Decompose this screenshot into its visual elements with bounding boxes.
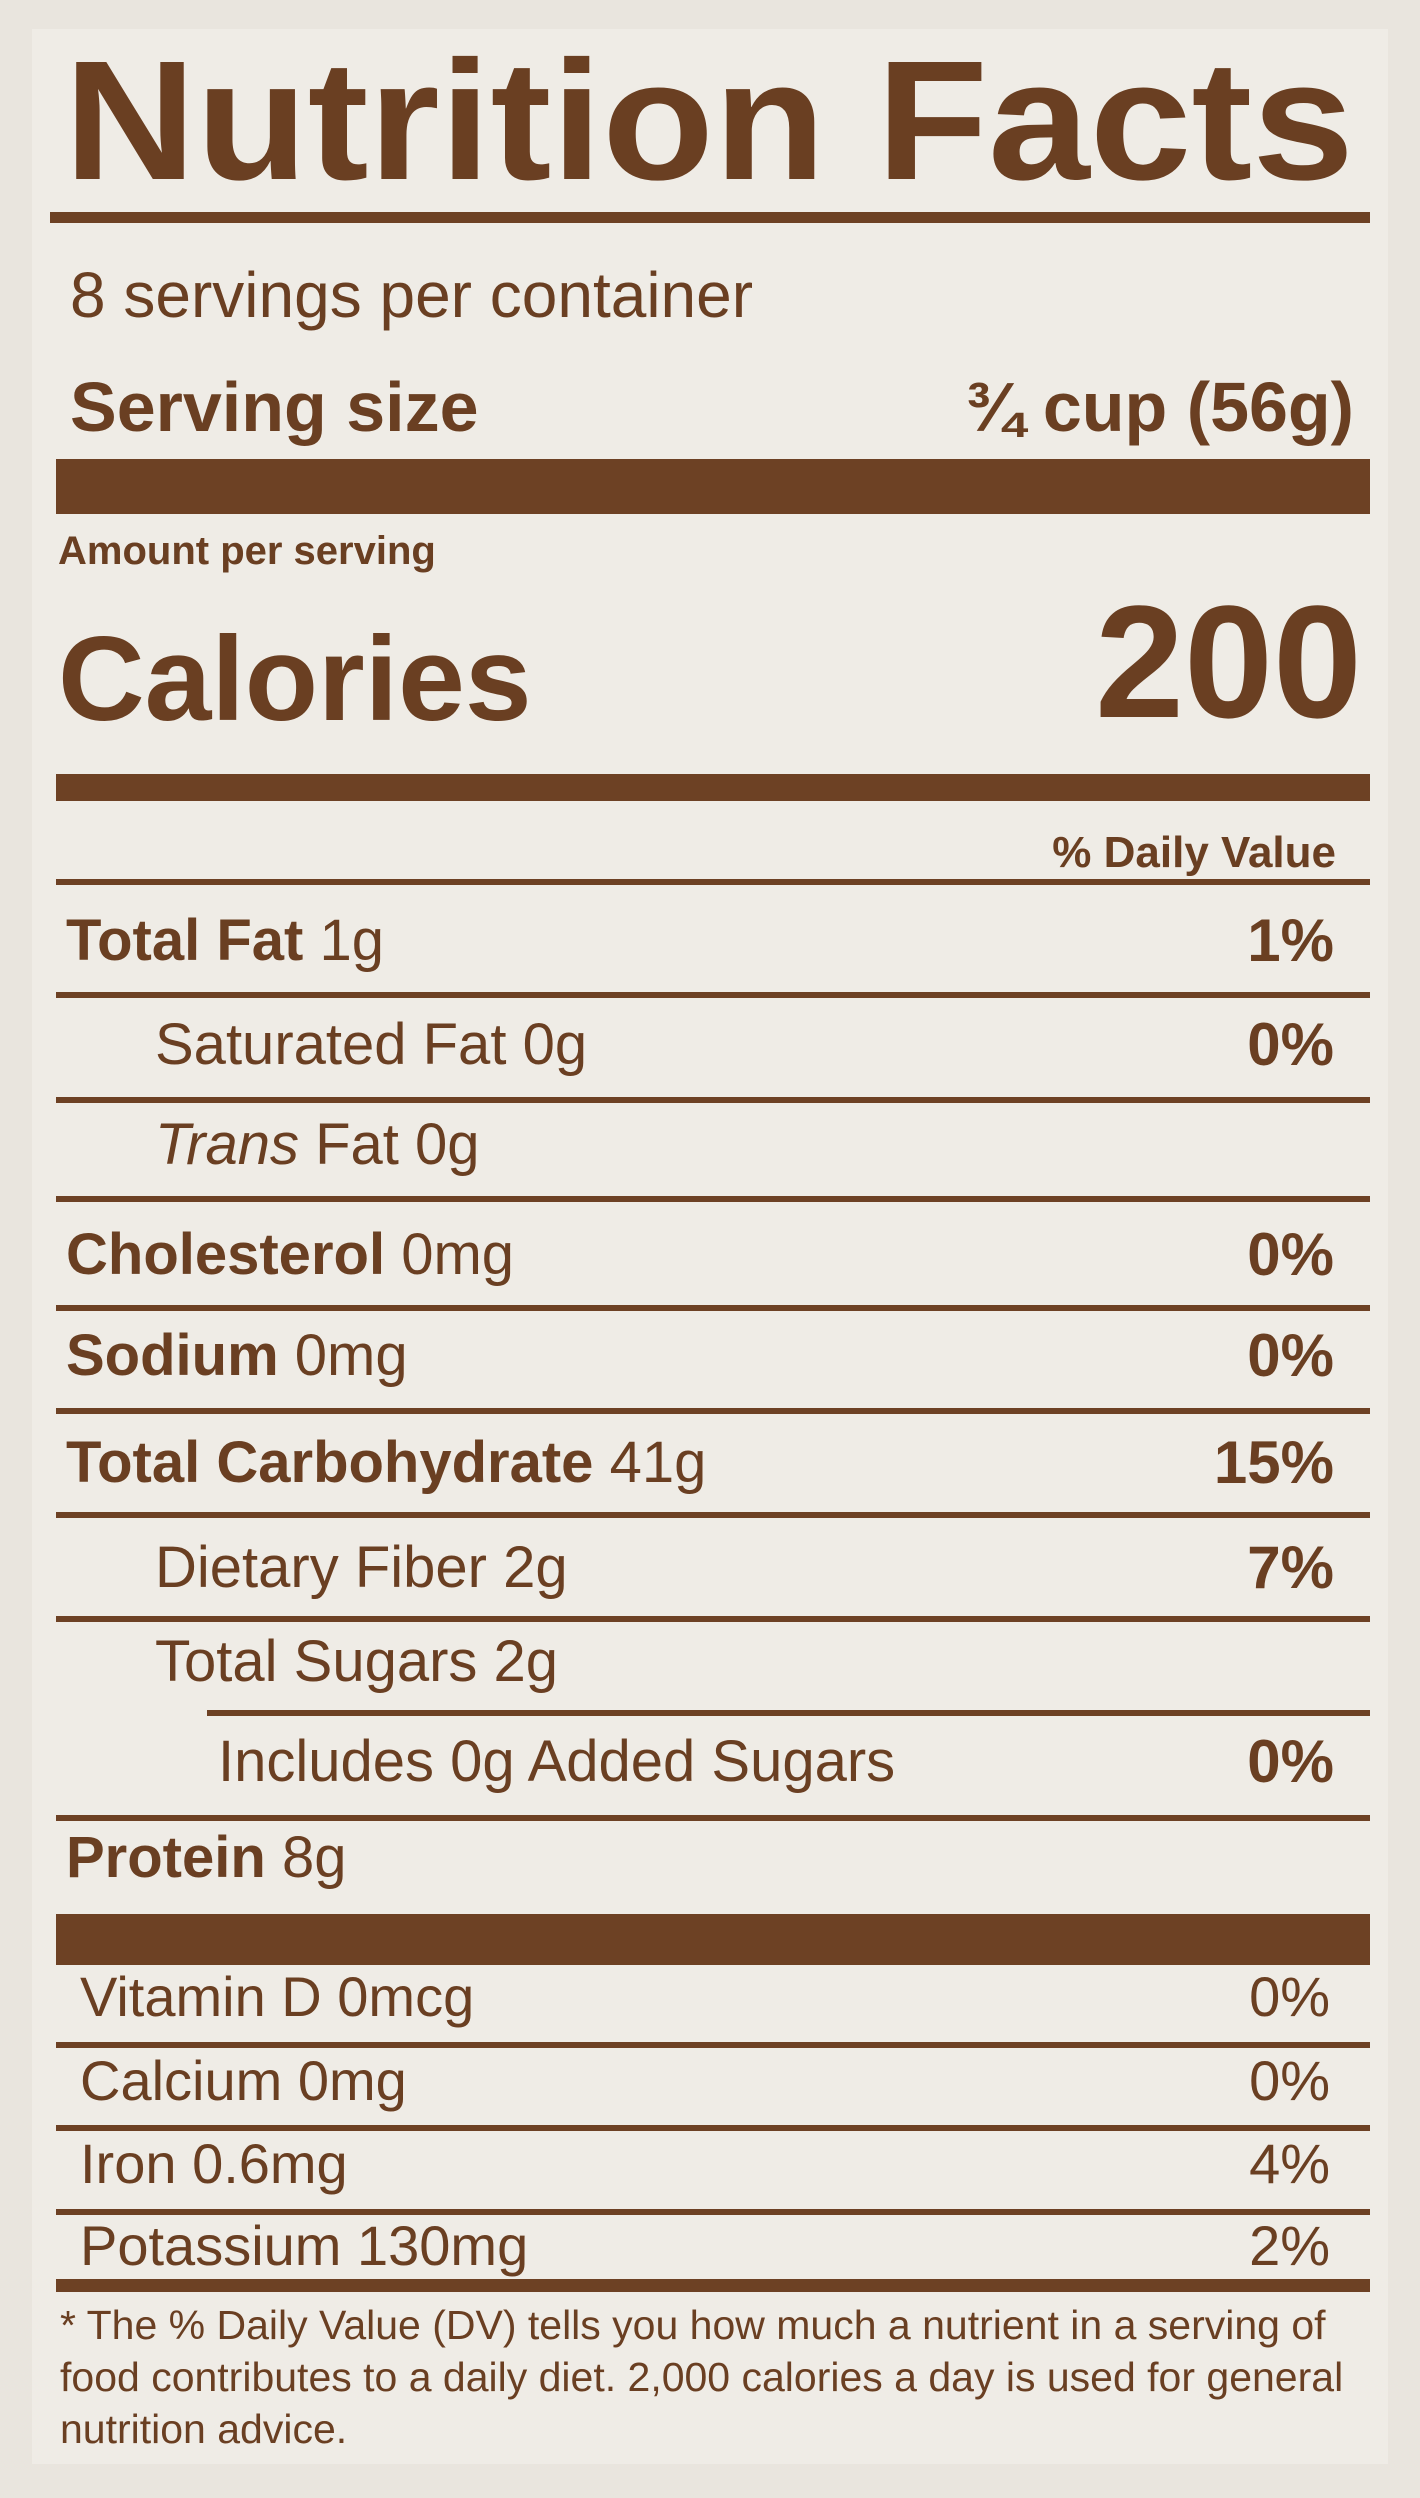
nutrient-amount: 2g: [503, 1535, 568, 1600]
serving-size-label: Serving size: [70, 368, 479, 446]
vitamin-row: Potassium 130mg: [80, 2212, 528, 2280]
nutrient-dv: 7%: [1247, 1534, 1334, 1601]
dv-header: % Daily Value: [1052, 828, 1336, 877]
vitamin-dv: 2%: [1249, 2214, 1330, 2277]
rule: [56, 1196, 1370, 1202]
rule: [56, 2279, 1370, 2292]
title-svg: Nutrition Facts: [64, 29, 1354, 216]
nutrient-amount: 0mg: [401, 1222, 515, 1287]
nutrient-italic: Trans: [155, 1112, 299, 1177]
vitamin-dv: 0%: [1249, 2049, 1330, 2112]
nutrient-amount: 8g: [281, 1825, 347, 1890]
rule: [50, 212, 1370, 223]
rule: [56, 1512, 1370, 1518]
nutrient-dv: 0%: [1247, 1728, 1334, 1795]
serving-size-value: ¾ cup (56g): [965, 368, 1354, 446]
nutrient-row: Saturated Fat 0g: [155, 1009, 587, 1081]
rule: [56, 2042, 1370, 2048]
rule: [56, 2209, 1370, 2215]
vitamin-dv: 4%: [1249, 2132, 1330, 2195]
vitamin-name: Calcium: [80, 2049, 283, 2112]
rule: [56, 879, 1370, 885]
rule: [56, 1815, 1370, 1821]
thick-bar: [56, 774, 1370, 801]
nutrient-row: Cholesterol 0mg: [66, 1219, 514, 1291]
nutrient-dv: 1%: [1247, 907, 1334, 974]
nutrient-dv: 15%: [1213, 1429, 1334, 1496]
nutrient-row: Protein 8g: [66, 1822, 346, 1894]
nutrient-name: Cholesterol: [66, 1222, 386, 1287]
vitamin-amount: 0mcg: [337, 1965, 475, 2028]
nutrient-name: Saturated Fat: [155, 1012, 507, 1077]
nutrient-row: Total Carbohydrate 41g: [66, 1427, 706, 1499]
nutrient-name: Includes 0g Added Sugars: [218, 1729, 896, 1794]
rule: [56, 2125, 1370, 2131]
nutrient-row: Total Sugars 2g: [155, 1626, 558, 1698]
nutrient-amount: 0g: [415, 1112, 480, 1177]
rule: [56, 1097, 1370, 1103]
thick-bar: [56, 1914, 1370, 1965]
nutrient-name: Total Carbohydrate: [66, 1430, 594, 1495]
amount-per-serving: Amount per serving: [58, 529, 436, 573]
vitamin-amount: 0.6mg: [192, 2132, 348, 2195]
nutrient-name: Fat: [315, 1112, 399, 1177]
nutrient-amount: 1g: [319, 908, 384, 973]
nutrient-name: Protein: [66, 1825, 266, 1890]
vitamin-name: Potassium: [80, 2214, 342, 2277]
title: Nutrition Facts: [64, 29, 1354, 216]
nutrient-dv: 0%: [1247, 1322, 1334, 1389]
nutrient-amount: 2g: [493, 1629, 559, 1694]
nutrient-name: Total Sugars: [155, 1629, 478, 1694]
nutrient-row: Trans Fat 0g: [155, 1109, 480, 1181]
nutrient-amount: 0g: [522, 1012, 588, 1077]
nutrient-amount: 41g: [609, 1430, 707, 1495]
footnote: * The % Daily Value (DV) tells you how m…: [60, 2302, 1344, 2452]
vitamin-amount: 130mg: [357, 2214, 529, 2277]
thick-bar: [56, 459, 1370, 514]
nutrient-name: Total Fat: [66, 908, 304, 973]
nutrition-label: Nutrition Facts 8 servings per container…: [32, 29, 1388, 2464]
nutrient-name: Dietary Fiber: [155, 1535, 487, 1600]
vitamin-row: Vitamin D 0mcg: [80, 1963, 474, 2031]
nutrient-row: Sodium 0mg: [66, 1320, 408, 1392]
rule: [56, 1616, 1370, 1622]
vitamin-amount: 0mg: [297, 2049, 407, 2112]
rule: [56, 1305, 1370, 1311]
nutrient-dv: 0%: [1247, 1221, 1334, 1288]
nutrient-row: Total Fat 1g: [66, 905, 384, 977]
rule: [56, 992, 1370, 998]
servings: 8 servings per container: [70, 259, 754, 331]
nutrient-dv: 0%: [1247, 1011, 1334, 1078]
nutrient-amount: 0mg: [294, 1323, 408, 1388]
vitamin-name: Vitamin D: [80, 1965, 322, 2028]
calories-value: 200: [1095, 572, 1362, 751]
vitamin-dv: 0%: [1249, 1965, 1330, 2028]
rule: [56, 1408, 1370, 1414]
vitamin-row: Iron 0.6mg: [80, 2130, 348, 2198]
nutrient-name: Sodium: [66, 1323, 279, 1388]
vitamin-name: Iron: [80, 2132, 177, 2195]
nutrient-row: Dietary Fiber 2g: [155, 1532, 568, 1604]
vitamin-row: Calcium 0mg: [80, 2047, 407, 2115]
calories-label: Calories: [58, 612, 532, 746]
rule: [207, 1710, 1370, 1716]
nutrient-row: Includes 0g Added Sugars: [218, 1726, 895, 1798]
